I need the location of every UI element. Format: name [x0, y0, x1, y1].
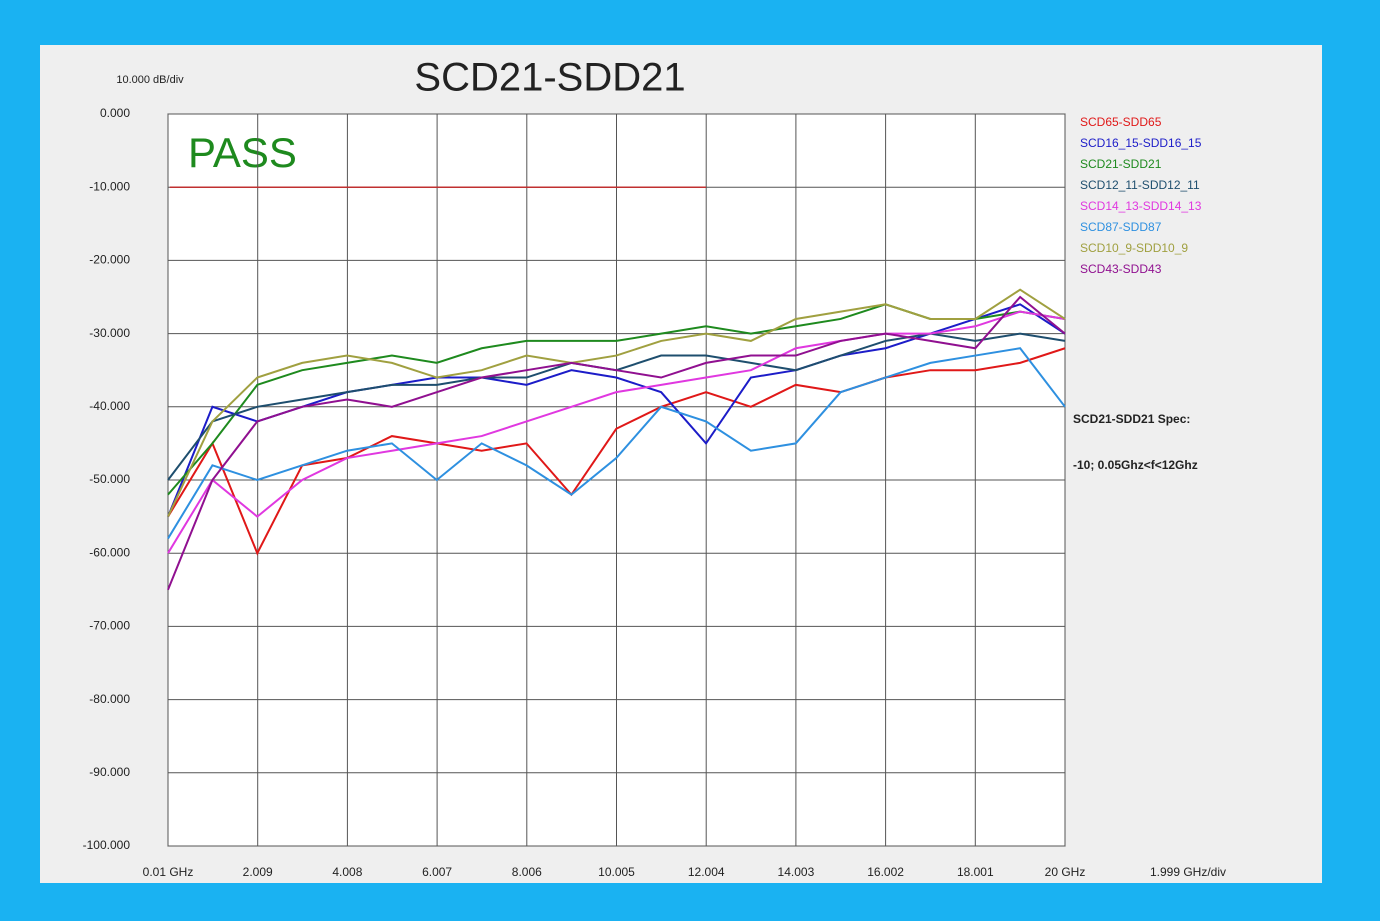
legend-entry: SCD65-SDD65 — [1080, 115, 1162, 129]
y-tick-label: -50.000 — [89, 472, 130, 486]
x-tick-label: 16.002 — [867, 865, 904, 879]
annotation: -10; 0.05Ghz<f<12Ghz — [1073, 458, 1198, 472]
legend-entry: SCD14_13-SDD14_13 — [1080, 199, 1202, 213]
series-line — [167, 310, 1066, 554]
series-line — [167, 295, 1066, 591]
y-tick-label: -100.000 — [83, 838, 131, 852]
x-tick-label: 4.008 — [332, 865, 362, 879]
y-tick-label: -60.000 — [89, 545, 130, 559]
x-tick-label: 14.003 — [778, 865, 815, 879]
x-tick-label: 6.007 — [422, 865, 452, 879]
x-tick-label: 10.005 — [598, 865, 635, 879]
y-tick-label: -10.000 — [89, 179, 130, 193]
series-line — [167, 347, 1066, 556]
status: PASS — [188, 129, 297, 176]
legend-entry: SCD43-SDD43 — [1080, 262, 1162, 276]
x-tick-label: 0.01 GHz — [143, 865, 194, 879]
y-tick-label: -30.000 — [89, 326, 130, 340]
y-scale-label: 10.000 dB/div — [116, 74, 184, 86]
y-tick-label: 0.000 — [100, 106, 130, 120]
legend-entry: SCD21-SDD21 — [1080, 157, 1162, 171]
y-tick-label: -90.000 — [89, 765, 130, 779]
legend-entry: SCD87-SDD87 — [1080, 220, 1162, 234]
y-tick-label: -20.000 — [89, 253, 130, 267]
series-line — [167, 347, 1066, 540]
x-tick-label: 20 GHz — [1045, 865, 1086, 879]
x-tick-label: 8.006 — [512, 865, 542, 879]
y-tick-label: -40.000 — [89, 399, 130, 413]
y-tick-label: -80.000 — [89, 692, 130, 706]
x-tick-label: 2.009 — [243, 865, 273, 879]
legend-entry: SCD16_15-SDD16_15 — [1080, 136, 1202, 150]
legend-entry: SCD10_9-SDD10_9 — [1080, 241, 1188, 255]
legend-entry: SCD12_11-SDD12_11 — [1080, 178, 1200, 192]
x-tick-label: 12.004 — [688, 865, 725, 879]
chart-title: SCD21-SDD21 — [414, 56, 685, 100]
series-line — [167, 288, 1066, 518]
annotation: SCD21-SDD21 Spec: — [1073, 412, 1190, 426]
x-scale-label: 1.999 GHz/div — [1150, 865, 1226, 879]
y-tick-label: -70.000 — [89, 619, 130, 633]
x-tick-label: 18.001 — [957, 865, 994, 879]
